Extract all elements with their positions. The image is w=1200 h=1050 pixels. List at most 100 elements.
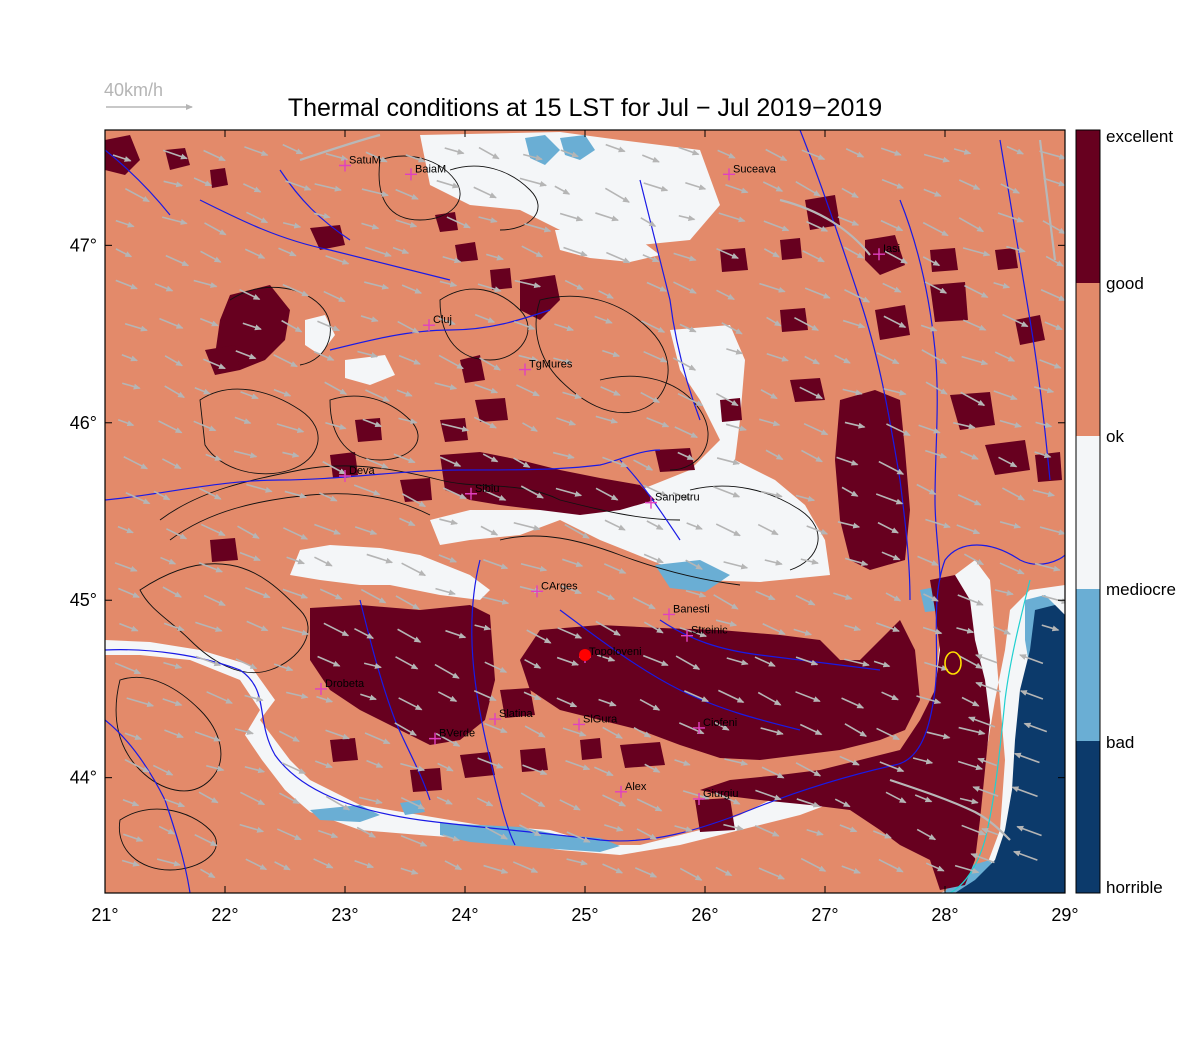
wind-arrow (124, 732, 143, 740)
wind-arrow (318, 829, 339, 839)
wind-arrow (677, 451, 695, 461)
wind-arrow (972, 786, 999, 797)
wind-arrow (163, 622, 185, 632)
wind-arrow (282, 222, 302, 229)
wind-arrow (439, 518, 459, 526)
wind-arrow (925, 449, 948, 459)
wind-arrow (566, 858, 588, 866)
wind-arrow (1041, 624, 1060, 632)
wind-arrow (685, 559, 703, 570)
city-label: BVerde (439, 728, 475, 740)
wind-arrow (883, 315, 907, 328)
lon-tick-label: 21° (91, 905, 118, 925)
wind-arrow (844, 723, 868, 737)
region-excellent (105, 135, 1062, 890)
wind-arrow (316, 695, 334, 703)
wind-arrow (315, 760, 333, 769)
wind-arrow (313, 212, 331, 219)
wind-arrow (560, 585, 583, 594)
wind-arrow (878, 858, 904, 873)
city-marker-icon (693, 721, 705, 734)
city-baiam: BaiaM (405, 163, 446, 181)
map-axes: 21° 22° 23° 24° 25° 26° 27° 28° 29° 47° 46° 45° 44° (70, 130, 1079, 925)
wind-arrow (726, 348, 744, 355)
city-label: SatuM (349, 154, 381, 166)
wind-arrow (643, 484, 668, 497)
wind-arrow (164, 385, 186, 399)
wind-arrow (559, 212, 584, 222)
wind-arrow (522, 764, 548, 775)
wind-arrow (314, 523, 341, 535)
wind-arrow (243, 183, 262, 193)
wind-arrow (233, 450, 258, 459)
wind-arrow (317, 320, 341, 332)
wind-arrow (281, 762, 307, 775)
wind-arrow (880, 219, 904, 232)
wind-arrow (924, 281, 948, 294)
wind-arrow (314, 183, 342, 192)
legend-colorbar: excellent good ok mediocre bad horrible (1075, 127, 1176, 897)
wind-arrow (998, 456, 1018, 468)
wind-arrow (964, 284, 989, 299)
wind-arrow (520, 792, 546, 808)
wind-arrow (444, 860, 463, 871)
wind-arrow (397, 628, 422, 643)
lon-tick-label: 26° (691, 905, 718, 925)
city-label: Alex (625, 781, 647, 793)
wind-arrow (438, 691, 458, 702)
wind-arrow (523, 153, 543, 161)
wind-arrow (193, 279, 218, 288)
city-marker-icon (489, 713, 501, 726)
wind-arrow (158, 825, 176, 835)
wind-arrow (679, 867, 703, 881)
city-marker-icon (315, 682, 327, 695)
wind-arrow (877, 521, 899, 534)
map-field (105, 130, 1065, 893)
wind-arrow (916, 828, 937, 841)
wind-arrow (964, 553, 985, 566)
city-ciofeni: Ciofeni (693, 717, 737, 734)
wind-arrow (523, 691, 542, 701)
wind-arrow (956, 524, 981, 535)
wind-arrow (673, 281, 697, 294)
wind-arrow (398, 697, 423, 711)
lon-tick-label: 27° (811, 905, 838, 925)
wind-arrow (283, 527, 309, 540)
wind-arrow (200, 523, 226, 537)
wind-arrow (1045, 255, 1064, 267)
wind-arrow (325, 255, 350, 265)
wind-arrow (843, 246, 865, 259)
wind-arrow (446, 216, 471, 229)
map-title: Thermal conditions at 15 LST for Jul − J… (287, 94, 883, 122)
wind-arrow (1002, 487, 1026, 501)
wind-arrow (165, 254, 190, 267)
wind-arrow (194, 731, 221, 742)
wind-arrow (725, 183, 749, 194)
city-marker-icon (405, 168, 417, 181)
wind-arrow (360, 588, 387, 604)
wind-arrow (364, 732, 391, 745)
wind-arrow (642, 154, 660, 163)
rivers (105, 130, 1065, 893)
city-suceava: Suceava (723, 163, 777, 181)
wind-arrow (277, 828, 302, 841)
wind-arrow (757, 523, 779, 536)
wind-arrow (365, 458, 389, 469)
wind-arrow (718, 212, 746, 223)
wind-arrow (325, 729, 350, 740)
wind-arrow (714, 721, 730, 731)
wind-arrow (604, 519, 626, 531)
wind-arrow (916, 483, 937, 495)
wind-arrow (486, 253, 504, 261)
wind-arrow (361, 222, 380, 230)
wind-arrow (766, 316, 782, 327)
city-tgmures: TgMures (519, 359, 573, 376)
wind-arrow (721, 322, 743, 335)
wind-arrow (795, 494, 816, 502)
wind-arrow (763, 220, 790, 232)
wind-arrow (924, 661, 949, 671)
wind-arrow (512, 861, 539, 874)
wind-arrow (476, 797, 494, 807)
wind-arrow (802, 250, 825, 263)
wind-arrow (1034, 562, 1061, 572)
